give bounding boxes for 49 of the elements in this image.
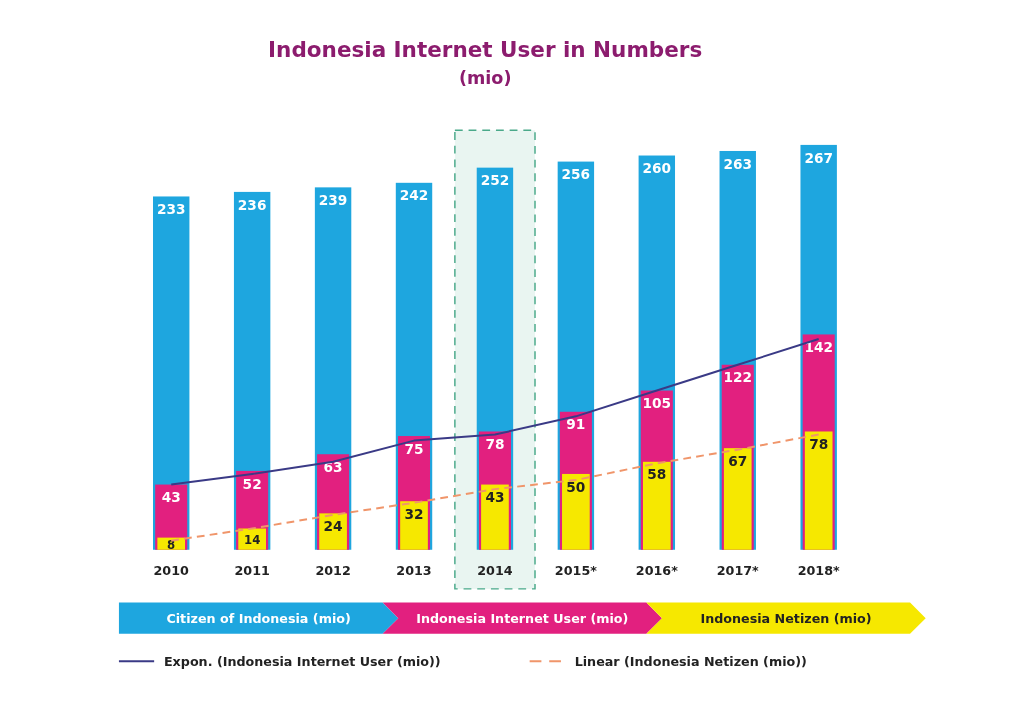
text: Indonesia Internet User (mio) [416, 611, 629, 627]
x-tick-label: 2013 [396, 563, 432, 579]
data-label: 75 [404, 440, 424, 457]
x-tick-label: 2018* [797, 563, 841, 579]
bar [562, 473, 590, 550]
bar [400, 501, 428, 550]
data-label: 67 [728, 452, 748, 469]
x-tick-label: 2010 [153, 563, 190, 579]
x-tick-label: 2015* [554, 563, 598, 579]
x-tick-label: 2016* [635, 563, 679, 579]
data-label: 122 [723, 369, 753, 386]
data-label: 52 [242, 475, 262, 492]
legend-label: Expon. (Indonesia Internet User (mio)) [163, 654, 441, 670]
data-label: 43 [161, 489, 181, 506]
data-label: 8 [167, 537, 176, 552]
bar [481, 484, 509, 550]
text: Indonesia Netizen (mio) [700, 611, 872, 627]
chart-subtitle: (mio) [458, 68, 512, 89]
data-label: 267 [804, 149, 833, 166]
data-label: 78 [809, 436, 829, 453]
data-label: 105 [642, 395, 672, 412]
x-tick-label: 2011 [234, 563, 270, 579]
data-label: 32 [404, 505, 424, 522]
data-label: 43 [485, 489, 505, 506]
x-tick-label: 2012 [315, 563, 351, 579]
legend-label: Linear (Indonesia Netizen (mio)) [574, 654, 807, 670]
data-label: 256 [561, 166, 591, 183]
x-tick-label: 2017* [716, 563, 760, 579]
data-label: 50 [566, 478, 586, 495]
data-label: 236 [237, 196, 267, 213]
data-label: 58 [647, 466, 667, 483]
data-label: 260 [642, 160, 672, 177]
data-label: 239 [318, 191, 348, 208]
data-label: 78 [485, 436, 505, 453]
data-label: 91 [566, 416, 586, 433]
chart-title: Indonesia Internet User in Numbers [268, 36, 703, 62]
data-label: 233 [156, 201, 186, 218]
x-tick-label: 2014 [477, 563, 513, 579]
data-label: 14 [243, 533, 261, 548]
bar [804, 431, 833, 550]
data-label: 63 [323, 458, 343, 475]
bar [723, 448, 752, 550]
data-label: 263 [723, 155, 753, 172]
bar [642, 461, 671, 550]
data-label: 242 [399, 187, 429, 204]
data-label: 142 [804, 339, 833, 356]
data-label: 252 [480, 172, 510, 189]
text: Citizen of Indonesia (mio) [166, 611, 351, 627]
data-label: 24 [323, 517, 343, 534]
